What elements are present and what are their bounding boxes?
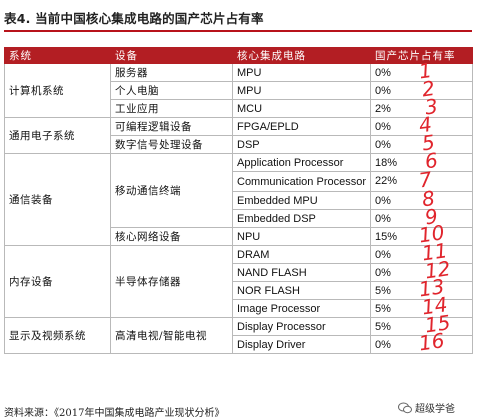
table-row: NAND FLASH 0% [5, 263, 473, 282]
device-cell: 数字信号处理设备 [110, 135, 233, 154]
chip-cell: Display Processor [232, 317, 371, 336]
share-cell: 22% [370, 171, 473, 192]
share-cell: 0% [370, 135, 473, 154]
device-cell: 高清电视/智能电视 [110, 317, 233, 354]
chip-cell: MCU [232, 99, 371, 118]
table-row: Communication Processor 22% [5, 171, 473, 192]
chip-cell: MPU [232, 63, 371, 82]
chip-cell: Embedded MPU [232, 191, 371, 210]
table-row: 工业应用 MCU 2% [5, 99, 473, 118]
chip-cell: DSP [232, 135, 371, 154]
header-core-ic: 核心集成电路 [232, 47, 371, 64]
header-device: 设备 [110, 47, 233, 64]
table-row: 通用电子系统 可编程逻辑设备 FPGA/EPLD 0% [4, 117, 473, 154]
device-cell: 核心网络设备 [110, 227, 233, 246]
header-share: 国产芯片占有率 [370, 47, 473, 64]
chip-cell: Embedded DSP [232, 209, 371, 228]
share-cell: 0% [370, 191, 473, 210]
device-cell: 工业应用 [110, 99, 233, 118]
share-cell: 18% [370, 153, 473, 172]
system-cell: 通信装备 [4, 153, 111, 246]
device-cell: 半导体存储器 [110, 245, 233, 318]
table-title: 表4. 当前中国核心集成电路的国产芯片占有率 [4, 11, 264, 26]
system-cell: 通用电子系统 [4, 117, 111, 154]
share-cell: 0% [370, 245, 473, 264]
share-cell: 5% [370, 299, 473, 318]
watermark-text: 超级学爸 [415, 404, 455, 415]
share-cell: 15% [370, 227, 473, 246]
device-cell: 可编程逻辑设备 [110, 117, 233, 136]
share-cell: 2% [370, 99, 473, 118]
chip-cell: NOR FLASH [232, 281, 371, 300]
table-row: Embedded DSP 0% [5, 209, 473, 228]
chip-cell: NAND FLASH [232, 263, 371, 282]
device-cell: 个人电脑 [110, 81, 233, 100]
share-cell: 0% [370, 63, 473, 82]
share-cell: 0% [370, 335, 473, 354]
table-row: 核心网络设备 NPU 15% [5, 227, 473, 246]
source-note: 资料来源：《2017年中国集成电路产业现状分析》 [4, 408, 225, 419]
table-row: NOR FLASH 5% [5, 281, 473, 300]
share-cell: 0% [370, 117, 473, 136]
share-cell: 0% [370, 209, 473, 228]
share-cell: 0% [370, 81, 473, 100]
chip-share-table: 系统 设备 核心集成电路 国产芯片占有率 计算机系统 服务器 MPU 0% 个人… [4, 47, 473, 354]
chip-cell: Communication Processor [232, 171, 371, 192]
table-row: 通信装备 移动通信终端 Application Processor 18% [4, 153, 473, 246]
chip-cell: NPU [232, 227, 371, 246]
watermark: 超级学爸 [398, 400, 455, 415]
table-row: Display Driver 0% [5, 335, 473, 354]
share-cell: 0% [370, 263, 473, 282]
table-row: 计算机系统 服务器 MPU 0% [4, 63, 473, 118]
share-cell: 5% [370, 281, 473, 300]
table-row: 显示及视频系统 高清电视/智能电视 Display Processor 5% [4, 317, 473, 354]
header-row: 系统 设备 核心集成电路 国产芯片占有率 [4, 47, 473, 64]
chip-cell: Application Processor [232, 153, 371, 172]
system-cell: 显示及视频系统 [4, 317, 111, 354]
system-cell: 计算机系统 [4, 63, 111, 118]
chip-cell: DRAM [232, 245, 371, 264]
table-row: 内存设备 半导体存储器 DRAM 0% [4, 245, 473, 318]
title-rule [4, 30, 472, 32]
chip-cell: MPU [232, 81, 371, 100]
system-cell: 内存设备 [4, 245, 111, 318]
device-cell: 移动通信终端 [110, 153, 233, 228]
device-cell: 服务器 [110, 63, 233, 82]
chip-cell: FPGA/EPLD [232, 117, 371, 136]
share-cell: 5% [370, 317, 473, 336]
chip-cell: Image Processor [232, 299, 371, 318]
wechat-icon [398, 402, 412, 413]
chip-cell: Display Driver [232, 335, 371, 354]
header-system: 系统 [4, 47, 111, 64]
